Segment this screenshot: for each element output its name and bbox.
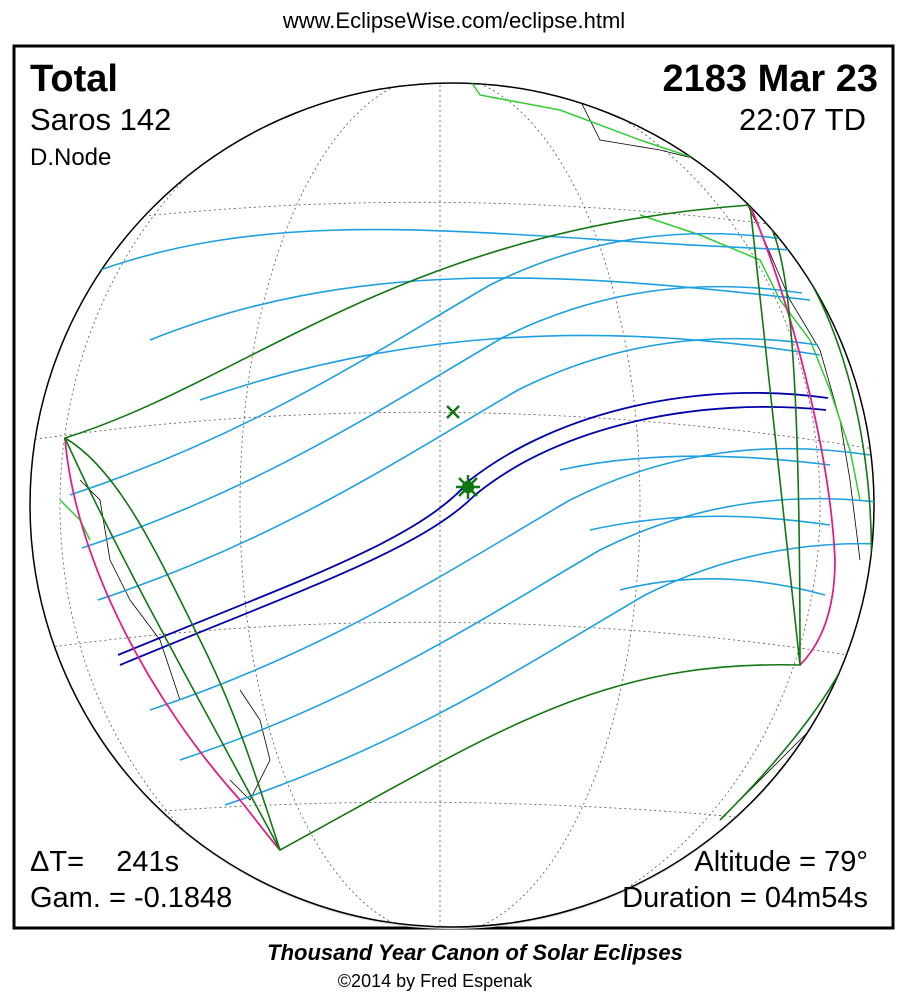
time: 22:07 TD [739, 102, 866, 137]
gamma: Gam. = -0.1848 [30, 882, 233, 914]
url: www.EclipseWise.com/eclipse.html [282, 8, 626, 33]
date: 2183 Mar 23 [662, 58, 879, 100]
greatest-eclipse [446, 405, 480, 499]
duration: Duration = 04m54s [622, 882, 868, 914]
delta-t: ΔT= 241s [30, 846, 180, 878]
altitude: Altitude = 79° [694, 846, 868, 878]
globe [29, 82, 875, 928]
eclipse-type: Total [30, 58, 118, 100]
footer-title: Thousand Year Canon of Solar Eclipses [267, 940, 683, 965]
saros: Saros 142 [30, 102, 172, 137]
copyright: ©2014 by Fred Espenak [337, 971, 533, 991]
node: D.Node [30, 144, 112, 171]
